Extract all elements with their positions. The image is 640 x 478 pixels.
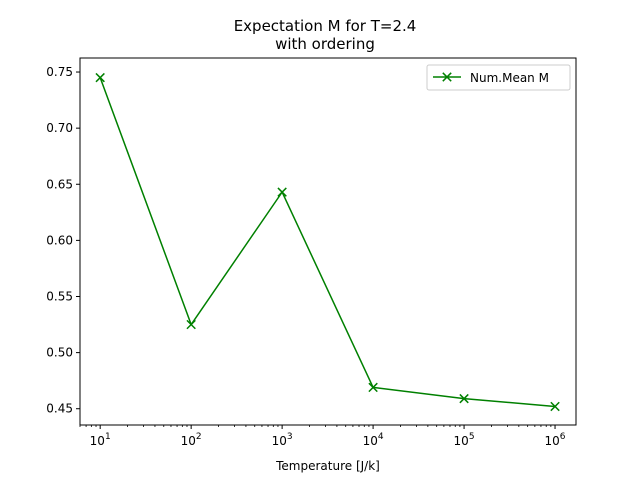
legend-label: Num.Mean M [470,71,549,85]
legend-box [426,64,571,91]
x-axis-label: Temperature [J/k] [275,459,380,473]
legend-x-marker [442,72,452,82]
legend: Num.Mean M [426,64,571,91]
x-tick-label: 106 [545,432,566,448]
x-tick-label: 102 [181,432,202,448]
y-tick-label: 0.45 [46,402,73,416]
chart-title: Expectation M for T=2.4 [234,17,417,35]
plot-series [95,72,560,412]
y-tick-label: 0.75 [46,65,73,79]
data-point [95,72,105,83]
data-point [368,382,378,393]
y-axis: 0.45 0.50 0.55 0.60 0.65 0.70 0.75 [46,65,80,416]
x-tick-label: 103 [272,432,293,448]
plot-frame [79,57,577,426]
data-point [459,393,469,404]
chart-subtitle: with ordering [275,35,375,53]
x-tick-label: 104 [363,432,384,448]
data-point [277,187,287,197]
y-tick-label: 0.70 [46,121,73,135]
x-tick-label: 101 [90,432,111,448]
series-line [99,77,556,408]
y-tick-label: 0.65 [46,177,73,191]
data-point [550,401,560,412]
y-tick-label: 0.55 [46,289,73,303]
x-tick-label: 105 [454,432,475,448]
legend-marker [433,72,461,82]
y-tick-label: 0.60 [46,233,73,247]
data-point [186,319,196,330]
y-tick-label: 0.50 [46,346,73,360]
x-axis: 101 102 103 104 105 106 [79,425,566,448]
